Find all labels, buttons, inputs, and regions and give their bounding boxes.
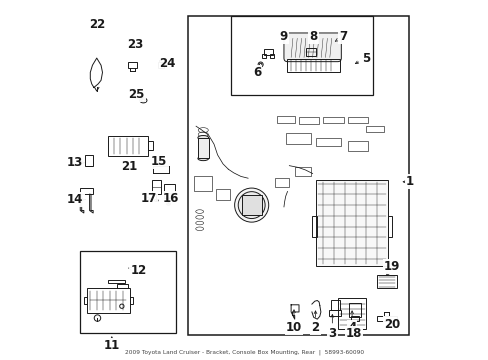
Bar: [348, 140, 367, 151]
Text: 25: 25: [128, 88, 144, 101]
Text: 24: 24: [159, 57, 175, 70]
Text: 21: 21: [121, 160, 137, 173]
Text: 8: 8: [309, 30, 317, 43]
Bar: [322, 117, 344, 123]
Bar: [387, 216, 391, 237]
Text: 4: 4: [347, 311, 355, 334]
Bar: [311, 216, 316, 237]
Bar: [351, 316, 358, 320]
Text: 3: 3: [327, 315, 336, 340]
Bar: [366, 126, 384, 132]
Bar: [163, 184, 174, 198]
Bar: [85, 155, 93, 166]
Bar: [328, 310, 341, 316]
Bar: [230, 16, 372, 95]
Text: 10: 10: [285, 310, 302, 334]
Bar: [376, 275, 396, 288]
Text: 20: 20: [384, 318, 400, 331]
Ellipse shape: [198, 135, 208, 140]
Polygon shape: [80, 194, 83, 213]
Polygon shape: [90, 58, 102, 87]
Text: 14: 14: [67, 193, 84, 206]
Text: 15: 15: [151, 155, 167, 168]
Ellipse shape: [198, 156, 208, 161]
Bar: [269, 54, 274, 58]
Ellipse shape: [234, 188, 268, 222]
Bar: [108, 280, 125, 283]
Bar: [80, 251, 176, 333]
Bar: [276, 116, 295, 123]
Bar: [147, 141, 153, 150]
Bar: [128, 62, 137, 68]
Bar: [376, 316, 396, 320]
Bar: [330, 300, 339, 310]
Text: 13: 13: [67, 156, 84, 169]
Bar: [298, 117, 318, 125]
Text: 7: 7: [335, 30, 346, 43]
Text: 9: 9: [279, 30, 287, 43]
Text: 19: 19: [383, 260, 400, 275]
Bar: [198, 138, 208, 158]
Polygon shape: [290, 305, 298, 319]
Bar: [158, 62, 164, 68]
Bar: [262, 54, 266, 58]
Text: 12: 12: [128, 264, 146, 277]
Polygon shape: [89, 194, 93, 213]
Text: 17: 17: [140, 192, 156, 205]
Text: 6: 6: [252, 66, 261, 79]
Bar: [285, 134, 310, 144]
Ellipse shape: [238, 192, 264, 219]
Bar: [294, 167, 310, 176]
Bar: [129, 297, 133, 304]
Bar: [264, 49, 272, 55]
Bar: [80, 188, 93, 194]
Text: 18: 18: [345, 325, 361, 340]
FancyBboxPatch shape: [284, 33, 341, 62]
Text: 5: 5: [355, 51, 370, 64]
Bar: [83, 297, 87, 304]
Text: 2009 Toyota Land Cruiser - Bracket, Console Box Mounting, Rear  |  58993-60090: 2009 Toyota Land Cruiser - Bracket, Cons…: [124, 350, 364, 355]
Text: 16: 16: [163, 192, 179, 205]
Bar: [274, 178, 289, 187]
Bar: [286, 59, 339, 72]
Bar: [215, 189, 230, 200]
Bar: [117, 284, 128, 288]
Text: 23: 23: [127, 38, 143, 51]
Bar: [187, 16, 408, 335]
Bar: [348, 117, 367, 123]
Bar: [241, 195, 261, 215]
Bar: [194, 176, 212, 192]
Bar: [316, 180, 387, 266]
Text: 11: 11: [103, 337, 120, 352]
Bar: [152, 180, 161, 194]
Text: 2: 2: [311, 311, 319, 334]
Text: 22: 22: [88, 18, 104, 31]
Bar: [348, 303, 360, 317]
Text: 1: 1: [402, 175, 413, 188]
Bar: [305, 48, 316, 56]
Bar: [108, 136, 147, 156]
Bar: [316, 138, 340, 146]
Bar: [86, 288, 129, 313]
Bar: [337, 298, 366, 329]
